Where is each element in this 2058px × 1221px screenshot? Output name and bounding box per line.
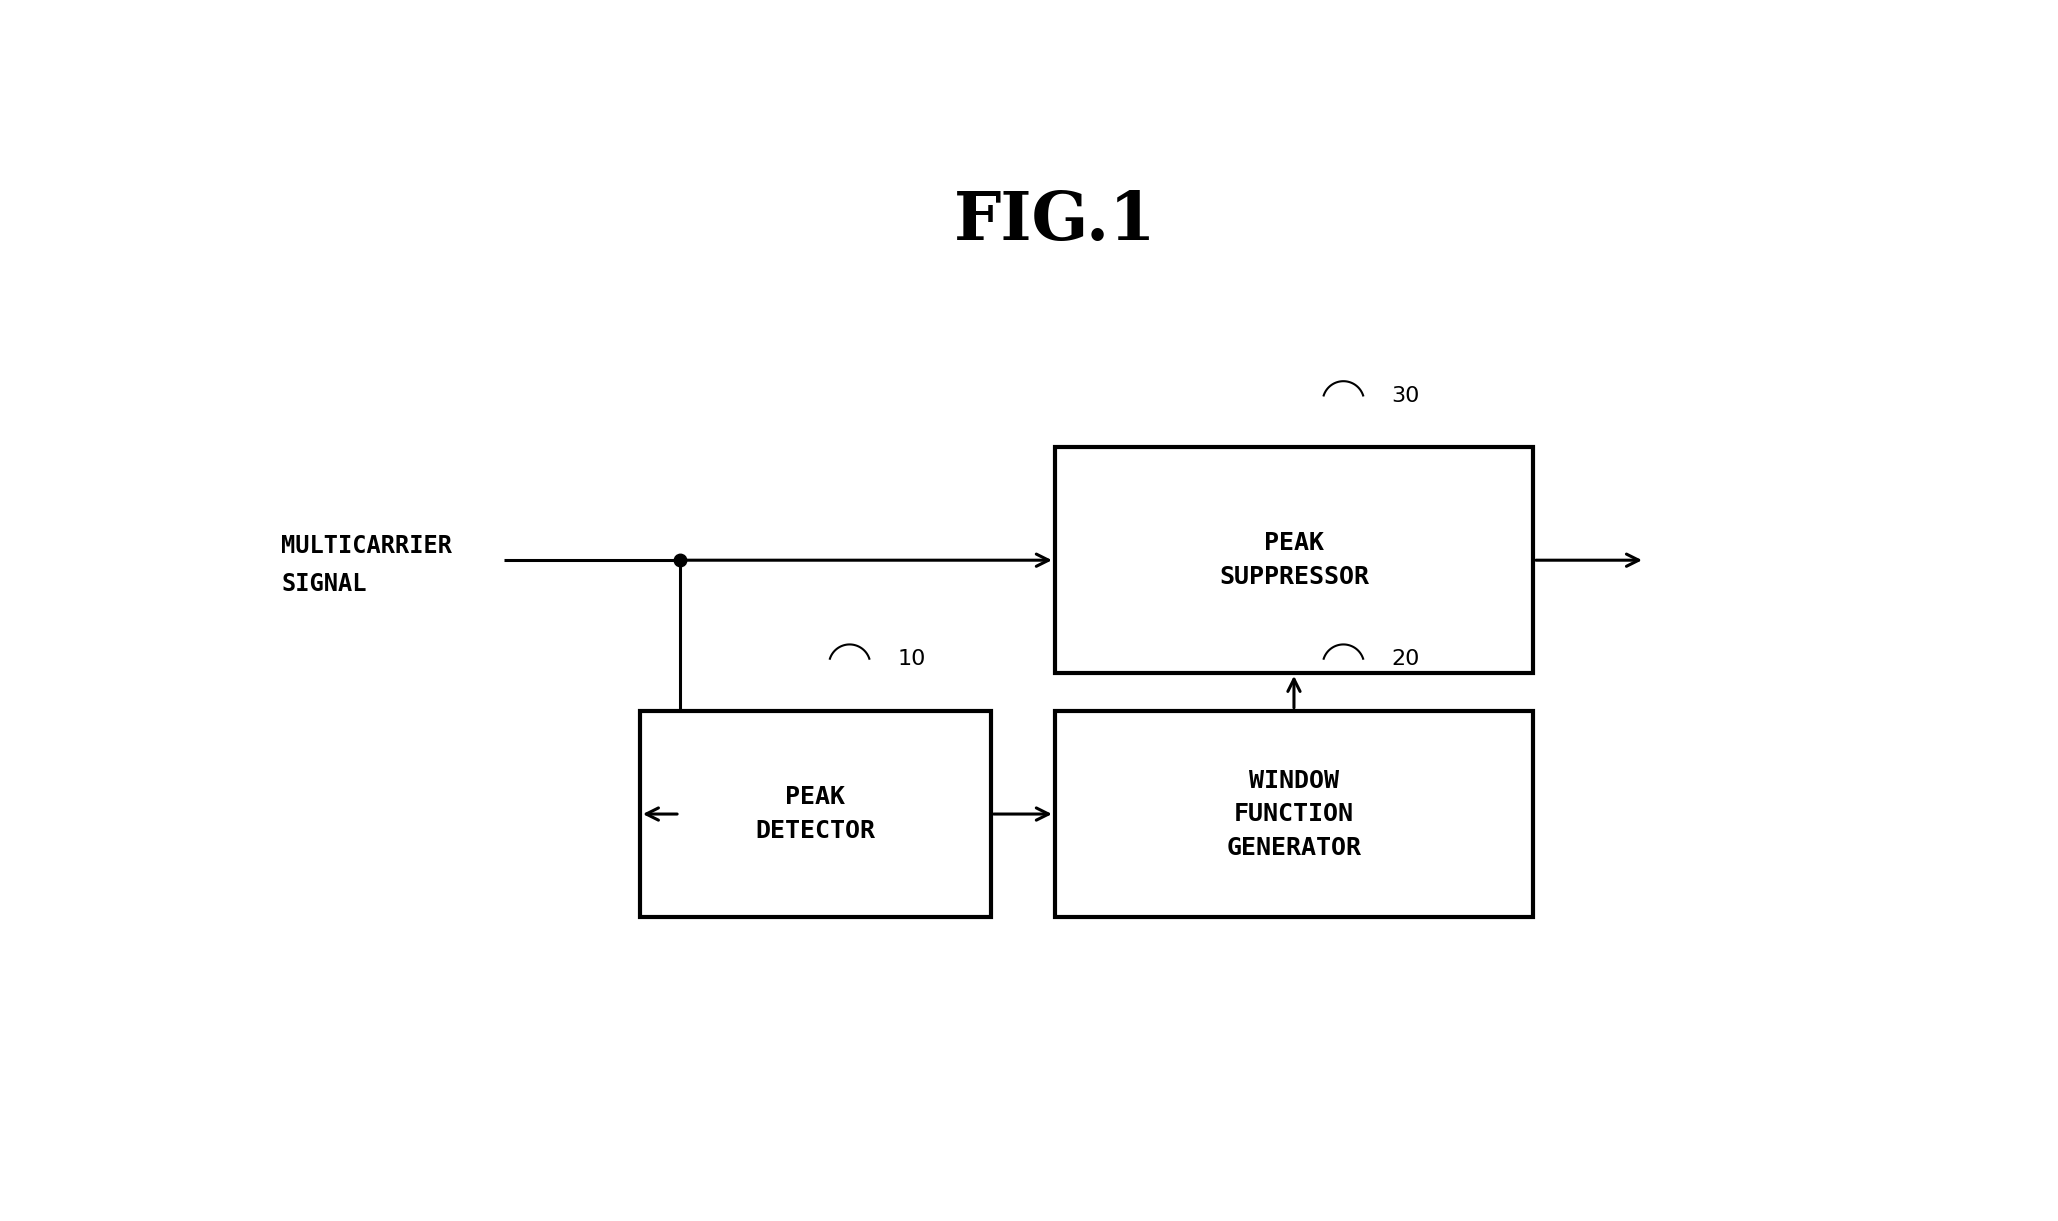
Text: 20: 20 [1391, 648, 1420, 669]
Text: MULTICARRIER: MULTICARRIER [282, 534, 453, 558]
Bar [640, 711, 990, 917]
Text: SIGNAL: SIGNAL [282, 571, 366, 596]
Text: FIG.1: FIG.1 [953, 189, 1157, 254]
Text: 10: 10 [897, 648, 926, 669]
Text: PEAK
DETECTOR: PEAK DETECTOR [755, 785, 875, 842]
Bar [1054, 447, 1533, 673]
Text: WINDOW
FUNCTION
GENERATOR: WINDOW FUNCTION GENERATOR [1227, 768, 1362, 860]
Text: 30: 30 [1391, 386, 1420, 405]
Bar [1054, 711, 1533, 917]
Text: PEAK
SUPPRESSOR: PEAK SUPPRESSOR [1218, 531, 1369, 589]
